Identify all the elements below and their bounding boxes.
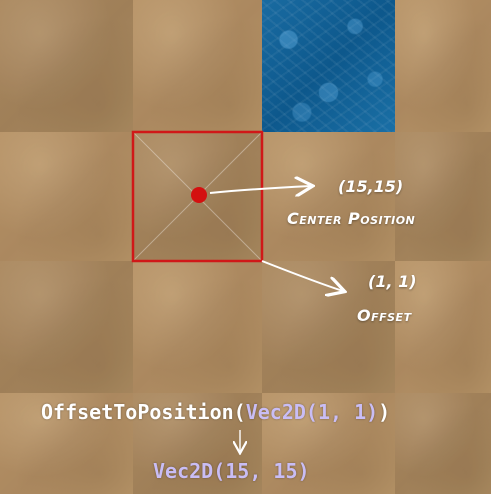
sand-tile <box>0 393 133 494</box>
closing-paren: ) <box>378 400 391 424</box>
sand-tile <box>0 261 133 393</box>
offset-arrow <box>261 260 343 291</box>
center-position-dot <box>191 187 207 203</box>
sand-tile <box>0 132 133 261</box>
sand-tile <box>262 393 395 494</box>
vec2d-type: Vec2D <box>153 459 214 483</box>
vec2d-args: (15, 15) <box>213 459 310 483</box>
sand-tile <box>395 132 491 261</box>
function-name: OffsetToPosition( <box>41 400 246 424</box>
function-call-code: OffsetToPosition(Vec2D(1, 1)) <box>41 400 390 424</box>
center-arrow <box>209 186 311 193</box>
center-position-label: Center Position <box>287 209 416 228</box>
sand-tile <box>395 0 491 132</box>
vec2d-args: (1, 1) <box>305 400 379 424</box>
sand-tile <box>0 0 133 132</box>
sand-tile <box>133 261 262 393</box>
center-position-value: (15,15) <box>338 177 404 196</box>
result-code: Vec2D(15, 15) <box>153 459 310 483</box>
sand-tile <box>262 132 395 261</box>
offset-label: Offset <box>357 306 412 325</box>
offset-value: (1, 1) <box>368 272 417 291</box>
sand-tile <box>133 0 262 132</box>
selected-tile-outline <box>131 130 264 263</box>
sand-tile <box>395 393 491 494</box>
water-tile <box>262 0 395 132</box>
sand-tile <box>395 261 491 393</box>
vec2d-type: Vec2D <box>245 400 306 424</box>
